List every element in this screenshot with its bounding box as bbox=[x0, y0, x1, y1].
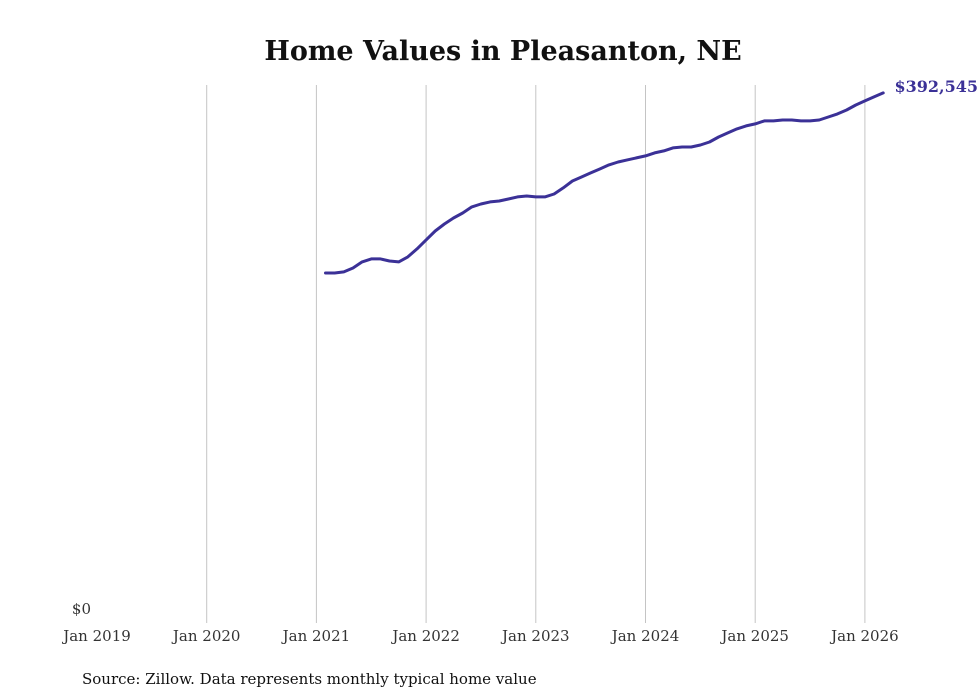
x-tick-label: Jan 2023 bbox=[500, 627, 570, 645]
x-tick-label: Jan 2025 bbox=[719, 627, 789, 645]
series-line bbox=[324, 91, 885, 275]
x-axis-ticks: Jan 2019 Jan 2020 Jan 2021 Jan 2022 Jan 2023… bbox=[61, 627, 898, 645]
gridlines bbox=[206, 85, 866, 623]
x-tick-label: Jan 2022 bbox=[390, 627, 460, 645]
end-value-label: $392,545 bbox=[895, 77, 979, 96]
x-tick-label: Jan 2026 bbox=[829, 627, 899, 645]
x-tick-label: Jan 2021 bbox=[281, 627, 351, 645]
x-tick-label: Jan 2024 bbox=[610, 627, 680, 645]
x-tick-label: Jan 2019 bbox=[61, 627, 131, 645]
source-note: Source: Zillow. Data represents monthly … bbox=[82, 670, 537, 688]
y-tick-label: $0 bbox=[72, 600, 91, 618]
x-tick-label: Jan 2020 bbox=[171, 627, 241, 645]
chart-title: Home Values in Pleasanton, NE bbox=[264, 36, 741, 67]
